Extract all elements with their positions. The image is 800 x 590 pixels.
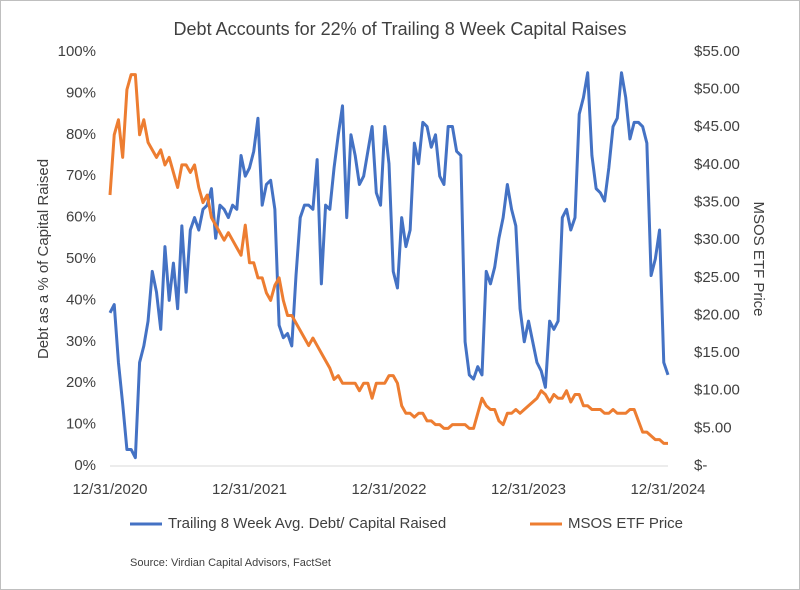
- y-tick-label: 100%: [58, 43, 96, 60]
- source-note: Source: Virdian Capital Advisors, FactSe…: [130, 557, 331, 569]
- y-tick-label: 90%: [66, 84, 96, 101]
- y2-tick-label: $-: [694, 457, 707, 474]
- legend-label: MSOS ETF Price: [568, 515, 683, 532]
- y2-tick-label: $55.00: [694, 43, 740, 60]
- y2-tick-label: $30.00: [694, 231, 740, 248]
- legend-label: Trailing 8 Week Avg. Debt/ Capital Raise…: [168, 515, 446, 532]
- y2-tick-label: $40.00: [694, 156, 740, 173]
- y-tick-label: 50%: [66, 250, 96, 267]
- y2-axis-title: MSOS ETF Price: [750, 201, 767, 316]
- y2-tick-label: $50.00: [694, 81, 740, 98]
- x-tick-label: 12/31/2024: [630, 481, 705, 498]
- y2-tick-label: $5.00: [694, 419, 732, 436]
- y-tick-label: 60%: [66, 209, 96, 226]
- series-line: [108, 73, 668, 445]
- y-tick-label: 20%: [66, 374, 96, 391]
- y2-tick-label: $10.00: [694, 382, 740, 399]
- series-line: [108, 71, 670, 460]
- y-axis-title: Debt as a % of Capital Raised: [35, 159, 52, 359]
- y-tick-label: 30%: [66, 333, 96, 350]
- y2-tick-label: $35.00: [694, 194, 740, 211]
- chart-title: Debt Accounts for 22% of Trailing 8 Week…: [174, 19, 627, 39]
- y-tick-label: 40%: [66, 291, 96, 308]
- y2-tick-label: $25.00: [694, 269, 740, 286]
- y2-tick-label: $15.00: [694, 344, 740, 361]
- x-tick-label: 12/31/2021: [212, 481, 287, 498]
- y-tick-label: 80%: [66, 126, 96, 143]
- y2-tick-label: $20.00: [694, 306, 740, 323]
- y-tick-label: 0%: [74, 457, 96, 474]
- x-tick-label: 12/31/2023: [491, 481, 566, 498]
- x-tick-label: 12/31/2020: [72, 481, 147, 498]
- y-tick-label: 70%: [66, 167, 96, 184]
- y2-tick-label: $45.00: [694, 118, 740, 135]
- x-tick-label: 12/31/2022: [351, 481, 426, 498]
- y-tick-label: 10%: [66, 416, 96, 433]
